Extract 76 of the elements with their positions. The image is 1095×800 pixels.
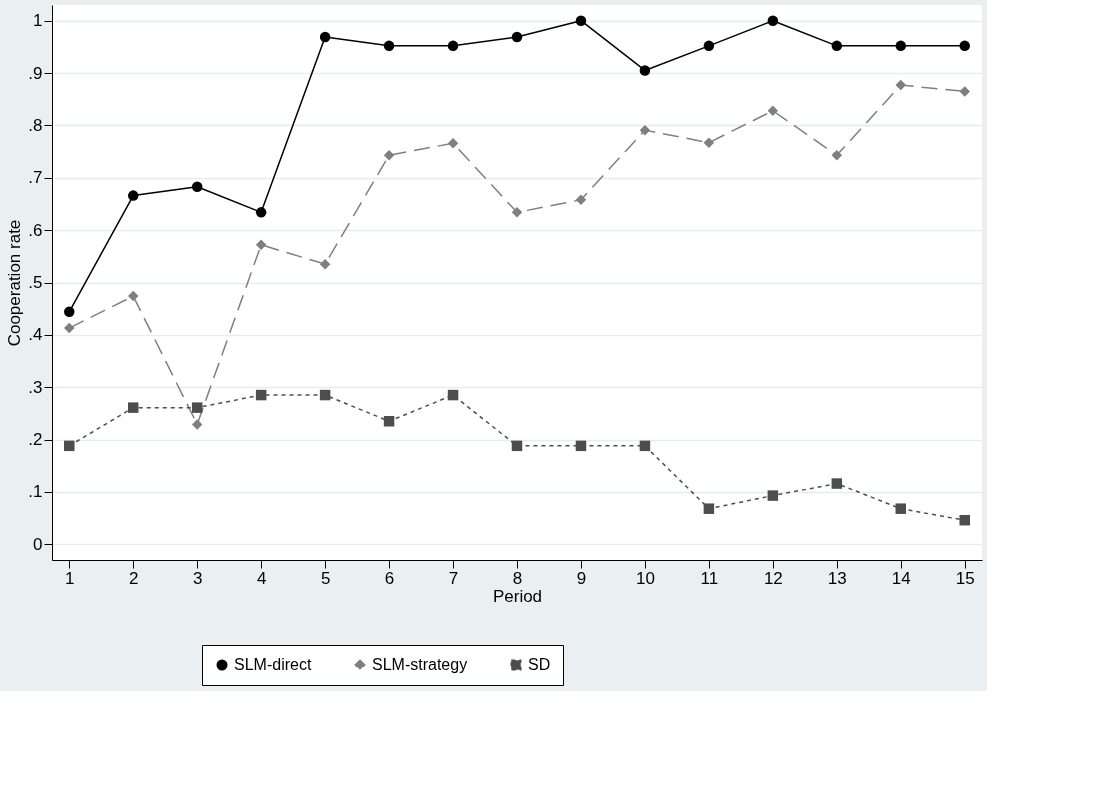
point bbox=[191, 181, 203, 192]
point bbox=[255, 239, 267, 251]
point bbox=[383, 416, 395, 427]
legend-label: SLM-direct bbox=[234, 656, 312, 673]
y-tick-label: .9 bbox=[28, 63, 43, 83]
point bbox=[639, 440, 651, 452]
point bbox=[767, 15, 779, 26]
point bbox=[767, 490, 779, 501]
point bbox=[447, 40, 459, 52]
legend-label: SLM-strategy bbox=[372, 656, 468, 673]
point bbox=[319, 258, 331, 270]
point bbox=[639, 124, 651, 136]
x-tick-label: 1 bbox=[65, 568, 75, 588]
point bbox=[831, 150, 843, 161]
x-axis-title: Period bbox=[492, 586, 543, 606]
y-tick-label: .5 bbox=[28, 273, 43, 292]
x-tick-label: 15 bbox=[955, 568, 975, 588]
x-tick-label: 3 bbox=[192, 568, 203, 588]
point bbox=[511, 440, 523, 452]
point bbox=[895, 503, 907, 514]
point bbox=[383, 150, 395, 161]
y-tick-label: .4 bbox=[28, 325, 43, 345]
point bbox=[127, 190, 139, 201]
point bbox=[831, 40, 843, 52]
point bbox=[639, 65, 651, 76]
point bbox=[575, 440, 587, 452]
y-tick-label: .3 bbox=[28, 377, 43, 397]
point bbox=[127, 290, 139, 302]
point bbox=[64, 322, 75, 334]
point bbox=[447, 137, 459, 149]
point bbox=[511, 31, 523, 43]
point bbox=[319, 389, 331, 401]
x-tick-label: 5 bbox=[320, 568, 331, 588]
y-tick-label: .2 bbox=[28, 430, 43, 450]
point bbox=[127, 402, 139, 413]
x-tick-label: 2 bbox=[129, 568, 139, 588]
point bbox=[511, 207, 523, 218]
point bbox=[255, 389, 267, 401]
x-tick-label: 14 bbox=[891, 568, 911, 588]
y-tick-label: 1 bbox=[33, 11, 43, 31]
y-tick-label: 0 bbox=[33, 534, 43, 554]
y-tick-label: .1 bbox=[28, 482, 43, 502]
point bbox=[767, 105, 779, 117]
x-tick-label: 10 bbox=[635, 568, 655, 588]
x-tick-label: 6 bbox=[384, 568, 395, 588]
point bbox=[191, 402, 203, 413]
y-tick-label: .8 bbox=[28, 115, 43, 135]
point bbox=[575, 15, 587, 26]
x-tick-label: 4 bbox=[256, 568, 267, 588]
point bbox=[959, 86, 970, 97]
x-tick-label: 13 bbox=[827, 568, 847, 588]
point bbox=[255, 207, 267, 218]
point bbox=[575, 194, 587, 206]
point bbox=[383, 40, 395, 52]
point bbox=[319, 31, 331, 43]
point bbox=[895, 79, 907, 91]
x-tick-label: 11 bbox=[700, 568, 719, 588]
point bbox=[64, 306, 75, 318]
x-tick-label: 7 bbox=[448, 568, 459, 588]
point bbox=[703, 503, 715, 514]
point bbox=[64, 440, 75, 452]
x-tick-label: 9 bbox=[576, 568, 587, 588]
y-axis-title: Cooperation rate bbox=[5, 219, 25, 347]
point bbox=[191, 419, 203, 430]
point bbox=[703, 137, 715, 148]
y-tick-label: .7 bbox=[28, 168, 43, 188]
y-tick-label: .6 bbox=[28, 220, 43, 240]
x-tick-label: 8 bbox=[512, 568, 523, 588]
point bbox=[703, 40, 715, 52]
point bbox=[959, 514, 970, 526]
point bbox=[447, 389, 459, 401]
x-tick-label: 12 bbox=[763, 568, 783, 588]
legend-label: SD bbox=[528, 656, 551, 673]
point bbox=[895, 40, 907, 52]
point bbox=[831, 478, 843, 489]
point bbox=[959, 40, 970, 52]
